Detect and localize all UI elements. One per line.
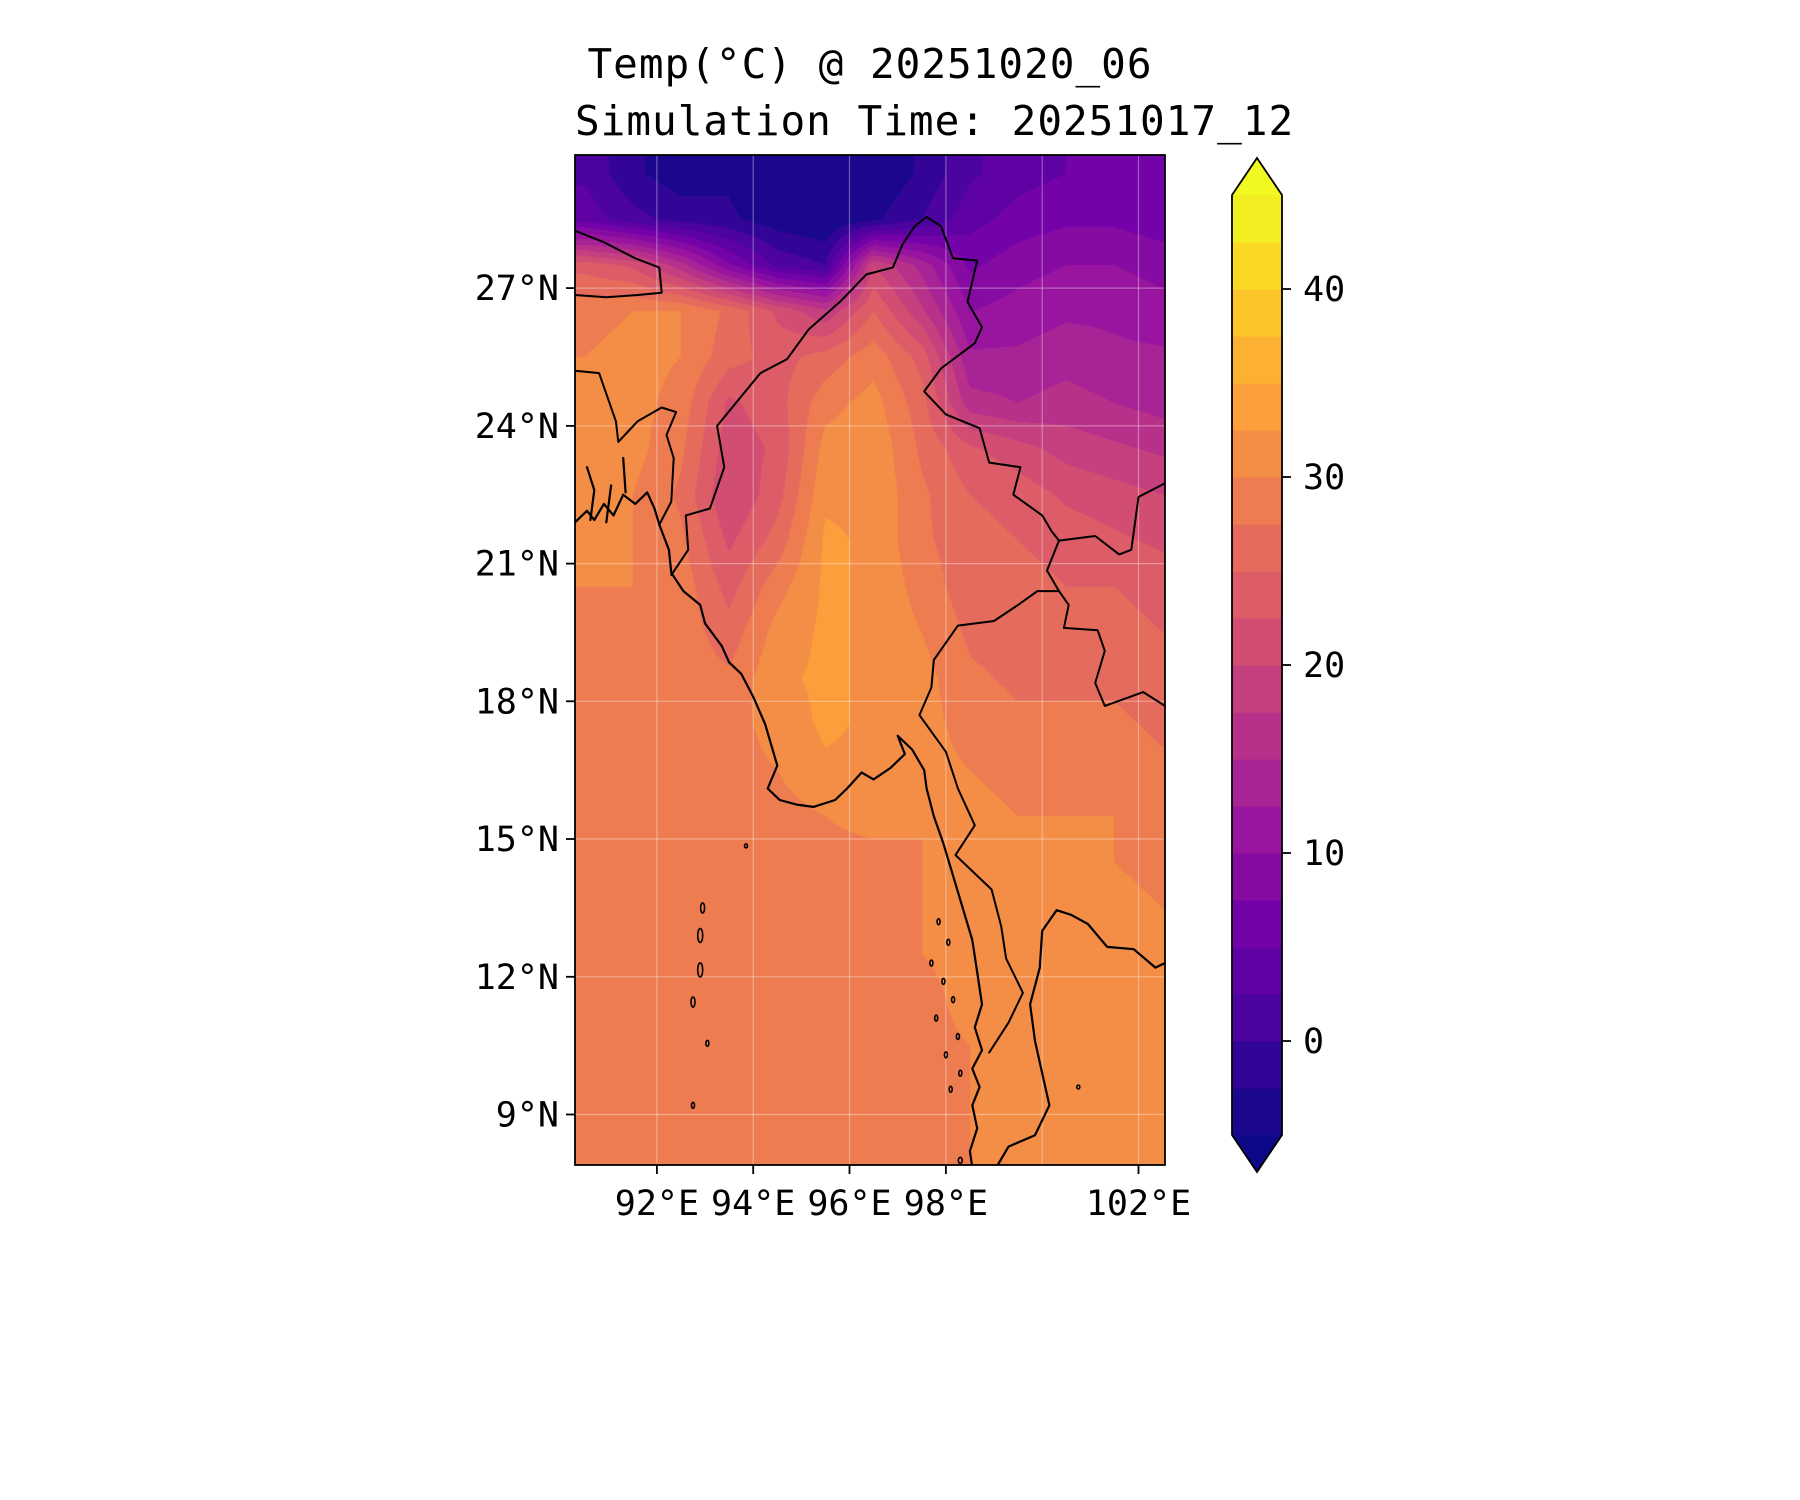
colorbar-band: [1232, 618, 1282, 666]
island-marker: [948, 1085, 954, 1094]
colorbar-band: [1232, 853, 1282, 901]
border-path: [918, 590, 1060, 1054]
coastline-path: [575, 491, 984, 1165]
colorbar-outline: [1231, 156, 1283, 1174]
island-marker: [690, 1101, 696, 1110]
colorbar-band: [1232, 336, 1282, 384]
border-path: [913, 216, 1060, 542]
colorbar-tick-label: 20: [1303, 646, 1345, 686]
colorbar-band: [1232, 665, 1282, 713]
island-marker: [955, 1032, 961, 1041]
y-tick-label: 21°N: [475, 545, 559, 585]
border-path: [575, 369, 678, 526]
colorbar-band: [1232, 524, 1282, 572]
island-marker: [941, 977, 946, 986]
x-tick-label: 98°E: [904, 1184, 988, 1224]
colorbar-band: [1232, 947, 1282, 995]
y-tick-label: 9°N: [496, 1096, 559, 1136]
colorbar-band: [1232, 994, 1282, 1042]
island-marker: [690, 996, 696, 1008]
coastline-path: [605, 484, 613, 524]
island-marker: [696, 927, 704, 944]
colorbar-band: [1232, 1088, 1282, 1136]
colorbar-band: [1232, 1041, 1282, 1089]
colorbar-tick-label: 40: [1303, 270, 1345, 310]
colorbar-tick-label: 10: [1303, 834, 1345, 874]
island-marker: [957, 1069, 963, 1077]
y-axis: 27°N 24°N 21°N 18°N 15°N 12°N 9°N: [475, 269, 575, 1136]
colorbar-tick-label: 0: [1303, 1022, 1324, 1062]
colorbar-band: [1232, 383, 1282, 431]
grid-lines: [575, 155, 1165, 1165]
colorbar-tick-label: 30: [1303, 458, 1345, 498]
colorbar-band: [1232, 195, 1282, 243]
island-marker: [699, 902, 706, 914]
island-marker: [705, 1039, 710, 1048]
coastline-path: [585, 466, 596, 522]
coastline-path: [622, 456, 627, 494]
colorbar-band: [1232, 571, 1282, 619]
x-tick-label: 96°E: [807, 1184, 891, 1224]
y-tick-label: 24°N: [475, 407, 559, 447]
y-tick-label: 27°N: [475, 269, 559, 309]
colorbar: 0 10 20 30 40: [1231, 156, 1345, 1174]
x-axis: 92°E 94°E 96°E 98°E 102°E: [615, 1165, 1191, 1224]
y-tick-label: 12°N: [475, 958, 559, 998]
chart-title: Temp(°C) @ 20251020_06: [587, 40, 1153, 88]
border-path: [670, 225, 916, 577]
colorbar-band: [1232, 900, 1282, 948]
island-marker: [950, 995, 956, 1004]
temperature-field-canvas: [575, 155, 1165, 1165]
island-marker: [957, 1156, 964, 1165]
island-marker: [929, 959, 934, 967]
colorbar-under-arrow: [1232, 1135, 1282, 1172]
x-tick-label: 94°E: [711, 1184, 795, 1224]
island-marker: [1076, 1084, 1081, 1090]
map-layers: [575, 155, 1165, 1165]
island-marker: [936, 917, 941, 926]
colorbar-band: [1232, 430, 1282, 478]
y-tick-label: 18°N: [475, 682, 559, 722]
island-marker: [945, 938, 951, 947]
border-path: [575, 229, 663, 299]
coastline-path: [996, 909, 1165, 1165]
island-marker: [743, 843, 749, 849]
island-marker: [933, 1014, 939, 1022]
colorbar-band: [1232, 242, 1282, 290]
colorbar-band: [1232, 289, 1282, 337]
border-path: [1058, 482, 1165, 556]
x-tick-label: 92°E: [615, 1184, 699, 1224]
colorbar-band: [1232, 712, 1282, 760]
colorbar-band: [1232, 477, 1282, 525]
island-marker: [943, 1051, 949, 1059]
x-tick-label: 102°E: [1086, 1184, 1191, 1224]
colorbar-over-arrow: [1232, 158, 1282, 195]
border-path: [1046, 539, 1165, 707]
island-marker: [696, 962, 704, 978]
colorbar-band: [1232, 759, 1282, 807]
y-tick-label: 15°N: [475, 820, 559, 860]
colorbar-band: [1232, 806, 1282, 854]
axes-frame: [574, 154, 1166, 1166]
